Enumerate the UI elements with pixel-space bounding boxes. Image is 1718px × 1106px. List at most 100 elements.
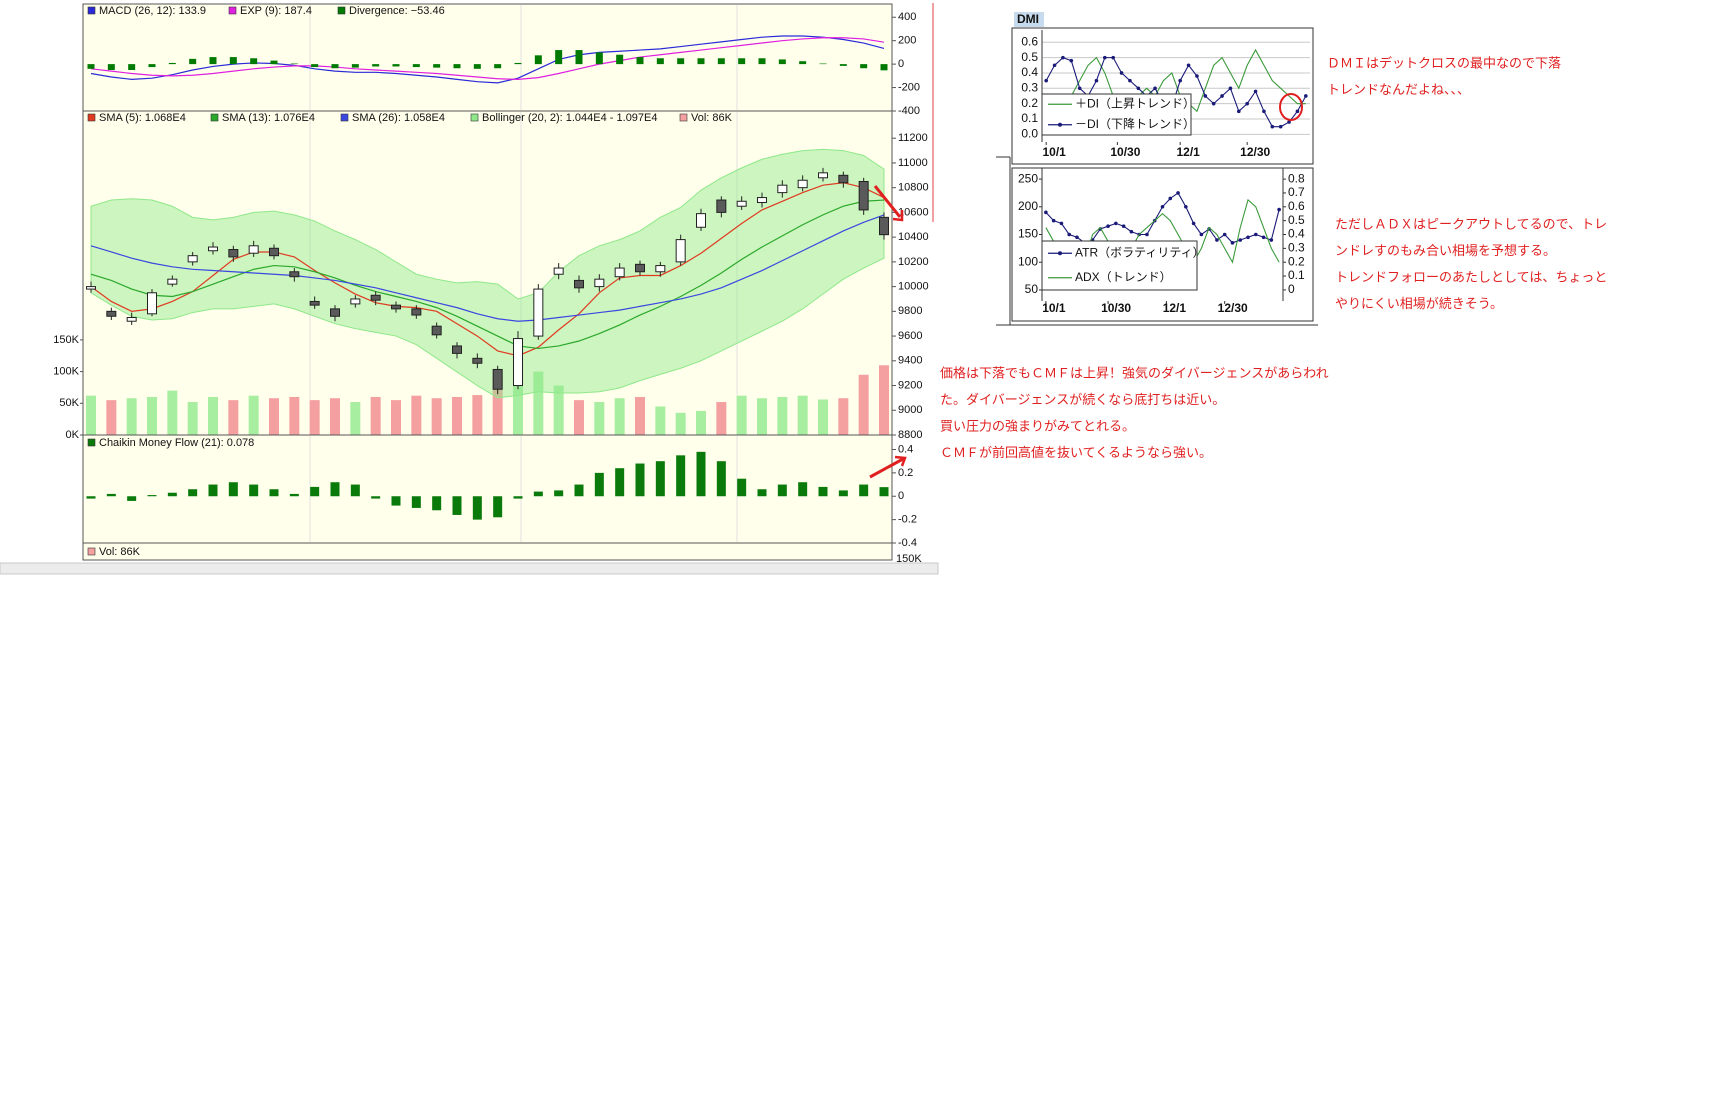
candle-body xyxy=(655,265,666,273)
volume-bar xyxy=(391,400,401,435)
dmi-title: DMI xyxy=(1017,12,1039,26)
divergence-bar xyxy=(819,63,827,65)
y2-tick-label: 0.5 xyxy=(1288,213,1305,227)
panel xyxy=(82,434,893,544)
divergence-bar xyxy=(494,64,502,69)
candle-body xyxy=(330,308,340,317)
divergence-bar xyxy=(880,64,888,71)
legend-swatch xyxy=(87,6,96,15)
divergence-bar xyxy=(636,57,644,65)
candle-body xyxy=(879,216,889,236)
x-tick-label: 10/1 xyxy=(1043,145,1067,159)
legend-swatch xyxy=(470,113,479,122)
divergence-bar xyxy=(575,50,583,65)
divergence-bar xyxy=(473,64,481,69)
marker xyxy=(1220,94,1224,98)
y-tick-label: 9600 xyxy=(898,330,922,342)
cmf-bar xyxy=(554,490,564,497)
legend-swatch xyxy=(228,6,237,15)
divergence-bar xyxy=(168,62,176,65)
y2-tick-label: 150K xyxy=(53,334,79,346)
candle-body xyxy=(696,213,706,228)
divergence-bar xyxy=(677,58,685,65)
volume-bar xyxy=(228,400,239,435)
annotation: ＣＭＦが前回高値を抜いてくるようなら強い。 xyxy=(940,445,1212,460)
marker xyxy=(1067,232,1072,237)
cmf-bar xyxy=(350,484,360,497)
volume-strip xyxy=(82,542,893,561)
annotation: ンドレすのもみ合い相場を予想する。 xyxy=(1335,243,1556,258)
cmf-bar xyxy=(777,484,787,497)
y-tick-label: 0.5 xyxy=(1021,50,1038,64)
marker xyxy=(1270,124,1275,129)
marker xyxy=(1253,89,1258,94)
candle-body xyxy=(472,357,483,364)
legend-label: Vol: 86K xyxy=(99,546,141,558)
line-series xyxy=(90,37,885,80)
marker xyxy=(1069,58,1074,63)
legend-swatch xyxy=(210,113,219,122)
volume-bar xyxy=(818,399,828,435)
marker xyxy=(1199,232,1204,237)
y-tick-label: 200 xyxy=(898,35,916,47)
marker xyxy=(1211,101,1216,106)
candle-body xyxy=(452,345,462,354)
annotation: た。ダイバージェンスが続くなら底打ちは近い。 xyxy=(940,392,1225,407)
volume-bar xyxy=(533,371,544,435)
volume-bar xyxy=(350,402,361,435)
cmf-bar xyxy=(330,482,340,497)
divergence-bar xyxy=(372,64,380,67)
line-series xyxy=(1045,48,1306,120)
marker xyxy=(1136,86,1141,91)
annotation: トレンドなんだよね、、、 xyxy=(1327,82,1470,97)
candle-body xyxy=(187,255,198,263)
y-tick-label: 200 xyxy=(1018,199,1038,213)
candle-body xyxy=(838,174,849,184)
volume-bar xyxy=(411,395,422,435)
volume-bar xyxy=(370,396,381,435)
y-tick-label: 9000 xyxy=(898,404,922,416)
candle-body xyxy=(147,292,157,315)
red-arrowhead xyxy=(892,210,904,222)
divergence-bar xyxy=(656,58,664,65)
y-tick-label: 400 xyxy=(898,11,916,23)
cmf-bar xyxy=(859,484,869,497)
volume-bar xyxy=(635,396,645,435)
volume-bar xyxy=(452,396,462,435)
marker xyxy=(1262,109,1266,114)
y-tick-label: 0.6 xyxy=(1021,34,1038,48)
divergence-bar xyxy=(839,64,847,66)
marker xyxy=(1186,63,1191,68)
cmf-bar xyxy=(411,496,421,508)
volume-bar xyxy=(309,400,320,435)
y2-tick-label: 0 xyxy=(1288,282,1295,296)
marker xyxy=(1160,204,1165,209)
marker xyxy=(1111,55,1115,60)
annotation: やりにくい相場が続きそう。 xyxy=(1335,296,1503,311)
y-tick-label: 10200 xyxy=(898,256,929,268)
marker xyxy=(1059,221,1064,226)
y-tick-label: 11200 xyxy=(898,132,928,144)
legend-label: MACD (26, 12): 133.9 xyxy=(99,5,206,17)
volume-bar xyxy=(472,395,483,435)
marker xyxy=(1295,109,1300,114)
y-tick-label: 10600 xyxy=(898,206,929,218)
cmf-bar xyxy=(432,496,442,511)
divergence-bar xyxy=(555,50,563,65)
volume-bar xyxy=(757,398,767,435)
annotation: 買い圧力の強まりがみてとれる。 xyxy=(940,418,1135,433)
marker xyxy=(1215,238,1219,242)
cmf-bar xyxy=(757,489,767,497)
volume-bar xyxy=(716,402,727,435)
cmf-bar xyxy=(452,496,462,515)
divergence-bar xyxy=(616,54,624,65)
volume-bar xyxy=(696,410,706,435)
marker xyxy=(1128,78,1132,83)
x-tick-label: 10/1 xyxy=(1042,301,1066,315)
red-arrowhead xyxy=(894,455,907,467)
candle-body xyxy=(309,300,320,306)
x-tick-label: 12/1 xyxy=(1163,301,1187,315)
candle-body xyxy=(635,263,645,273)
cmf-bar xyxy=(310,486,320,497)
